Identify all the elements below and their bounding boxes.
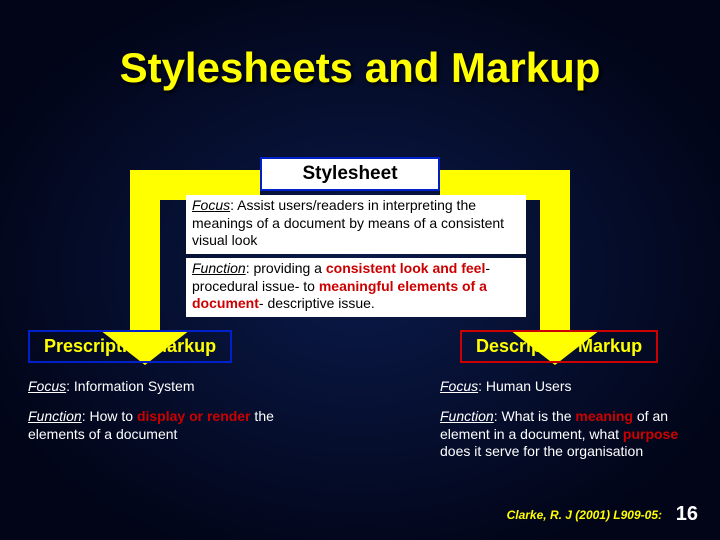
left-func-label: Function [28, 408, 82, 424]
left-func-red: display or render [137, 408, 251, 424]
left-function: Function: How to display or render the e… [28, 408, 288, 443]
right-func-post: does it serve for the organisation [440, 443, 643, 459]
stylesheet-box: Stylesheet [260, 157, 440, 191]
left-focus: Focus: Information System [28, 378, 195, 396]
focus-label: Focus [192, 197, 230, 213]
function-mid2: - descriptive issue. [259, 295, 375, 311]
function-clf: consistent look and feel [326, 260, 485, 276]
left-focus-label: Focus [28, 378, 66, 394]
left-func-pre: : How to [82, 408, 137, 424]
right-func-red1: meaning [575, 408, 633, 424]
function-label: Function [192, 260, 246, 276]
descriptive-box: Descriptive Markup [460, 330, 658, 363]
right-focus-text: : Human Users [478, 378, 571, 394]
right-func-red2: purpose [623, 426, 678, 442]
right-function: Function: What is the meaning of an elem… [440, 408, 700, 461]
prescriptive-box: Prescriptive Markup [28, 330, 232, 363]
right-focus: Focus: Human Users [440, 378, 571, 396]
right-func-pre: : What is the [494, 408, 576, 424]
page-number: 16 [676, 503, 698, 526]
stylesheet-focus-text: : Assist users/readers in interpreting t… [192, 197, 504, 248]
right-focus-label: Focus [440, 378, 478, 394]
right-func-label: Function [440, 408, 494, 424]
slide-title: Stylesheets and Markup [0, 44, 720, 92]
stylesheet-focus: Focus: Assist users/readers in interpret… [186, 195, 526, 254]
function-pre: : providing a [246, 260, 326, 276]
stylesheet-function: Function: providing a consistent look an… [186, 258, 526, 317]
left-focus-text: : Information System [66, 378, 194, 394]
citation: Clarke, R. J (2001) L909-05: [507, 508, 662, 522]
